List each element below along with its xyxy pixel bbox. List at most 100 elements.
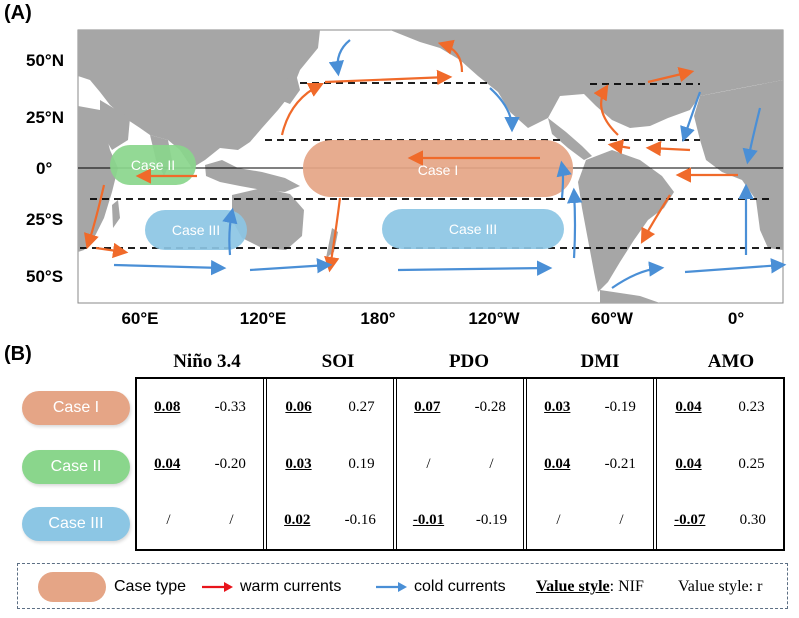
case-region-i-label: Case I	[418, 162, 458, 178]
cold-currents	[113, 39, 787, 289]
legend-cold-label: cold currents	[414, 578, 506, 595]
case-region-iii-indian	[145, 210, 247, 250]
land-south-america	[578, 150, 674, 292]
table-cell-pair: / /	[397, 436, 523, 493]
nif-value: -0.01	[412, 512, 445, 529]
cold-current-acc-4	[611, 261, 665, 289]
col-header-dmi: DMI	[580, 351, 620, 372]
legend: Case type warm currents cold currents Va…	[17, 563, 788, 609]
r-value: 0.25	[738, 455, 765, 472]
longitude-labels: 60°E 120°E 180° 120°W 60°W 0°	[121, 309, 744, 328]
warm-current-gulf-b	[647, 67, 695, 84]
legend-warm: warm currents	[200, 564, 341, 610]
warm-arrow-icon	[202, 582, 233, 592]
legend-warm-label: warm currents	[240, 578, 342, 595]
table-cell-pair: 0.02 -0.16	[267, 492, 393, 549]
case-region-ii-label: Case II	[131, 157, 175, 173]
panel-b-label: (B)	[4, 343, 32, 365]
table-cell-pair: / /	[527, 492, 653, 549]
warm-current-agulhas-b	[95, 242, 129, 259]
nif-value: 0.04	[154, 455, 181, 472]
warm-current-gulf	[593, 84, 619, 136]
land-arabia	[100, 100, 130, 150]
warm-current-canary-counter	[645, 140, 691, 157]
r-value: /	[489, 455, 494, 472]
row-label-case-iii: Case III	[22, 507, 130, 541]
case-region-iii-pacific	[382, 209, 564, 249]
nif-value: 0.04	[675, 455, 702, 472]
case-region-iii-pacific-label: Case III	[449, 221, 497, 237]
lat-label-50s: 50°S	[26, 267, 63, 286]
r-value: -0.16	[344, 512, 376, 529]
table-column-group: 0.03 -0.19 0.04 -0.21 //	[523, 379, 653, 549]
col-header-soi: SOI	[321, 351, 355, 372]
case-regions: Case I Case II Case III Case III	[110, 140, 573, 250]
table-cell-pair: -0.07 0.30	[657, 492, 783, 549]
warm-current-brazil	[640, 194, 671, 244]
col-header-pdo: PDO	[448, 351, 490, 372]
warm-current-alaska	[437, 39, 464, 73]
r-value: 0.27	[348, 398, 375, 415]
lat-label-0: 0°	[36, 159, 52, 178]
case-region-iii-indian-label: Case III	[172, 222, 220, 238]
table-cell-pair: 0.07 -0.28	[397, 379, 523, 436]
nif-value: 0.06	[285, 398, 312, 415]
table-cell-pair: 0.04 0.25	[657, 436, 783, 493]
lat-label-25s: 25°S	[26, 210, 63, 229]
legend-case-type: Case type	[38, 564, 186, 610]
table-column-group: 0.04 0.23 0.04 0.25 -0.07 0.30	[653, 379, 783, 549]
legend-cold: cold currents	[374, 564, 506, 610]
land-masses	[78, 30, 783, 303]
cold-current-humboldt	[566, 187, 583, 259]
warm-current-agulhas	[84, 184, 106, 250]
row-label-case-i: Case I	[22, 391, 130, 425]
r-value: -0.19	[475, 512, 508, 529]
cold-current-canary	[742, 107, 762, 165]
row-label-case-ii: Case II	[22, 450, 130, 484]
land-australia	[232, 188, 304, 250]
table-cell-pair: 0.06 0.27	[267, 379, 393, 436]
r-value: 0.19	[348, 455, 375, 472]
table-cell-pair: 0.04 -0.21	[527, 436, 653, 493]
table-cell-pair: 0.03 -0.19	[527, 379, 653, 436]
r-value: -0.33	[214, 398, 246, 415]
col-header-amo: AMO	[707, 351, 755, 372]
table-cell-pair: 0.04 -0.20	[137, 436, 263, 493]
cold-arrow-icon	[376, 582, 407, 592]
index-table: 0.08 -0.33 0.04 -0.20//0.06 0.27 0.03 0.19 0.02…	[135, 377, 785, 551]
case-region-i	[303, 140, 573, 197]
nif-value: 0.04	[675, 398, 702, 415]
table-column-group: 0.06 0.27 0.03 0.19 0.02 -0.16	[263, 379, 393, 549]
lon-label-60e: 60°E	[121, 309, 158, 328]
latitude-labels: 50°N 25°N 0° 25°S 50°S	[26, 51, 64, 286]
nif-value: 0.02	[284, 512, 311, 529]
r-value: -0.28	[474, 398, 506, 415]
legend-case-type-label: Case type	[114, 578, 187, 595]
cold-current-west-aus	[222, 207, 238, 256]
table-column-group: 0.08 -0.33 0.04 -0.20//	[137, 379, 263, 549]
cold-current-oyashio	[328, 39, 351, 77]
table-cell-pair: 0.08 -0.33	[137, 379, 263, 436]
r-value: /	[619, 512, 624, 529]
table-column-group: 0.07 -0.28 // -0.01 -0.19	[393, 379, 523, 549]
nif-value: 0.07	[414, 398, 441, 415]
nif-value: 0.04	[544, 455, 571, 472]
r-value: -0.20	[214, 455, 246, 472]
cold-current-labrador	[680, 91, 702, 143]
warm-currents	[84, 39, 738, 273]
lon-label-180: 180°	[360, 309, 395, 328]
lat-label-25n: 25°N	[26, 108, 64, 127]
col-header-nino34: Niño 3.4	[173, 351, 241, 372]
warm-current-npac-drift	[324, 69, 453, 86]
land-north-america	[390, 30, 783, 128]
r-value: -0.21	[604, 455, 636, 472]
table-cell-pair: 0.04 0.23	[657, 379, 783, 436]
r-value: 0.30	[739, 512, 766, 529]
ocean-currents-map: Case I Case II Case III Case III	[26, 29, 787, 328]
warm-current-kuroshio	[280, 83, 324, 136]
r-value: -0.19	[604, 398, 636, 415]
legend-r-style: Value style: r	[678, 564, 762, 610]
r-value: /	[229, 512, 234, 529]
nif-value: -0.07	[674, 512, 706, 529]
lon-label-120w: 120°W	[468, 309, 520, 328]
